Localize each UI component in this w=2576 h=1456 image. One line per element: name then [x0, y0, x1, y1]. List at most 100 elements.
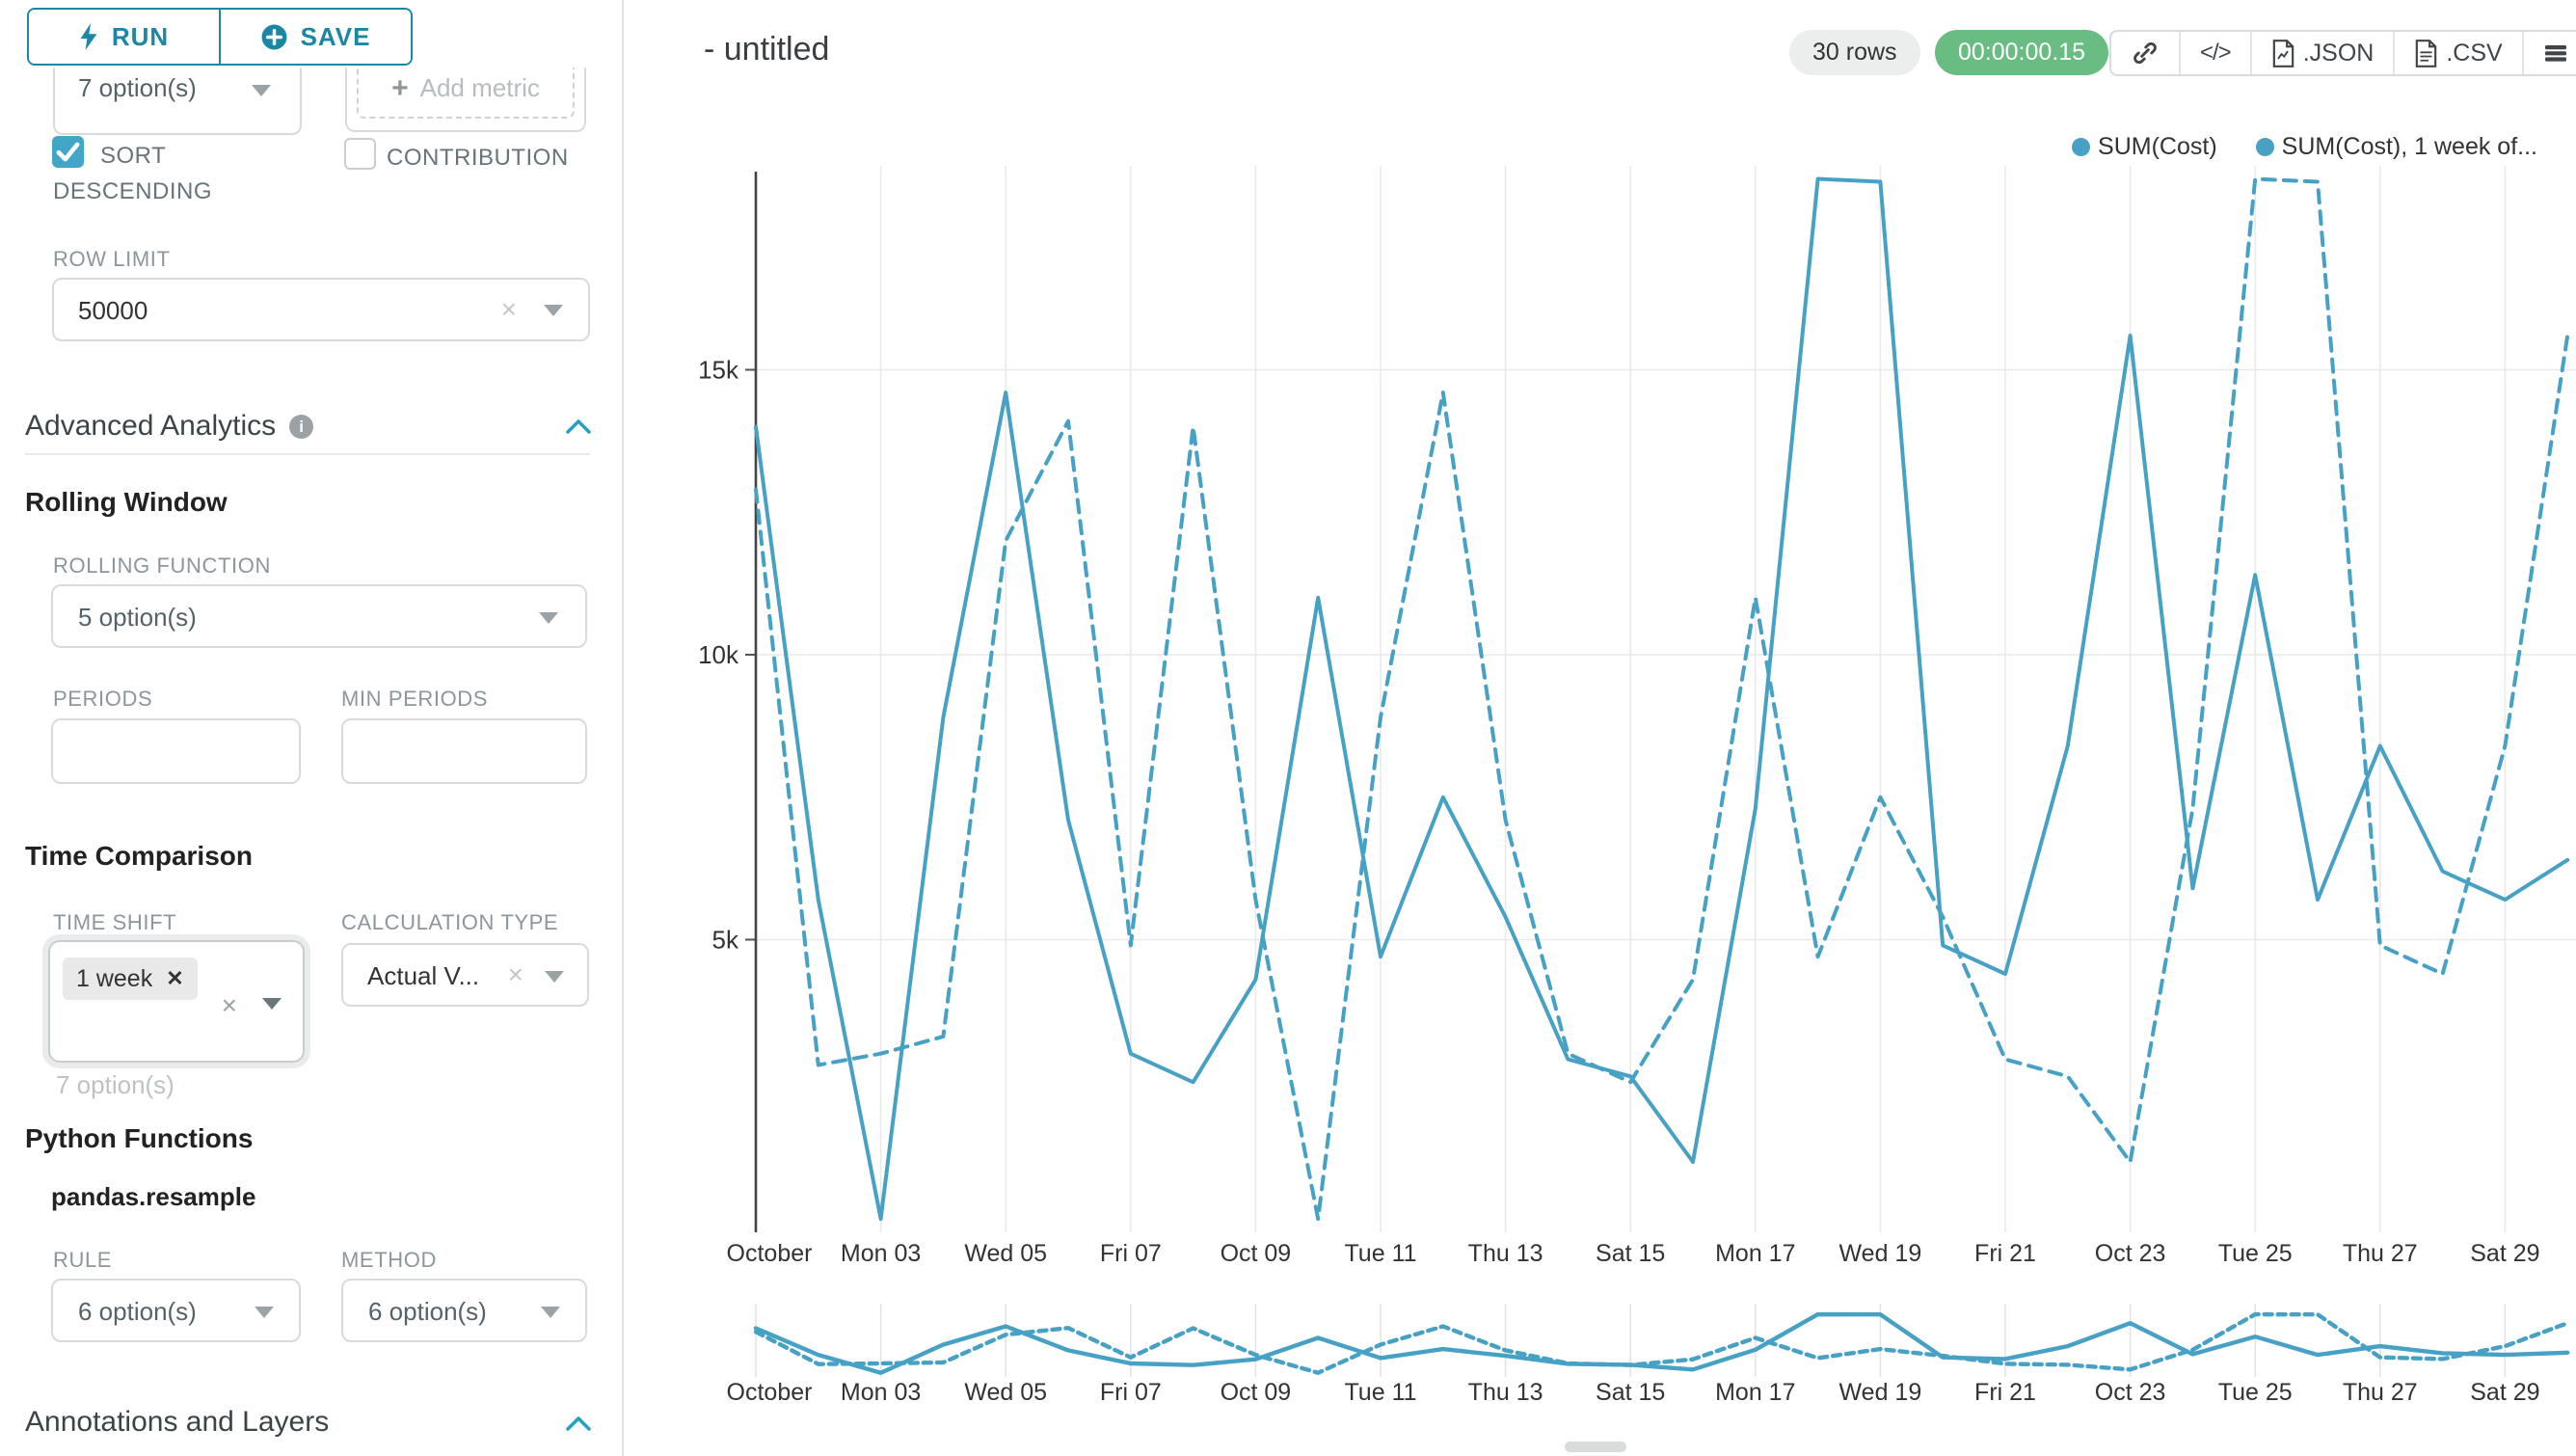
series-line-dashed[interactable]: [754, 176, 2570, 1222]
method-select[interactable]: 6 option(s): [341, 1279, 587, 1342]
legend-label: SUM(Cost), 1 week of...: [2281, 133, 2537, 160]
control-panel: 7 option(s) + Add metric RUN SAVE: [0, 0, 624, 1456]
x-tick-label: Mon 17: [1715, 1240, 1795, 1267]
chevron-down-icon: [255, 1307, 274, 1318]
query-timer-badge: 00:00:00.15: [1935, 30, 2109, 75]
x-tick-label: Oct 23: [2095, 1240, 2166, 1267]
y-tick-label: 10k: [698, 640, 739, 669]
series-line-solid[interactable]: [754, 176, 2570, 1222]
contribution-label: CONTRIBUTION: [387, 145, 569, 171]
x-tick-label-mini: Mon 17: [1715, 1379, 1795, 1406]
code-icon: </>: [2200, 40, 2232, 66]
run-button-label: RUN: [111, 21, 170, 51]
chart-legend: SUM(Cost) SUM(Cost), 1 week of...: [2072, 133, 2537, 161]
chevron-down-icon: [544, 305, 563, 316]
row-count-text: 30 rows: [1812, 39, 1897, 66]
export-toolbar: </> .JSON .CSV: [2109, 30, 2576, 76]
time-shift-tag: 1 week ✕: [63, 957, 198, 1000]
share-link-button[interactable]: [2111, 32, 2179, 74]
export-json-button[interactable]: .JSON: [2249, 32, 2394, 74]
rule-value: 6 option(s): [78, 1297, 197, 1326]
x-tick-label-mini: Tue 11: [1344, 1379, 1416, 1406]
y-tick-label: 15k: [698, 356, 739, 385]
x-tick-label-mini: Fri 07: [1100, 1379, 1162, 1406]
calculation-type-value: Actual V...: [367, 961, 480, 990]
rolling-function-value: 5 option(s): [78, 603, 197, 632]
x-tick-label-mini: Fri 21: [1974, 1379, 2036, 1406]
x-tick-label-mini: Tue 25: [2218, 1379, 2293, 1406]
query-timer-text: 00:00:00.15: [1958, 39, 2086, 66]
series-line-mini-dashed[interactable]: [753, 1311, 2570, 1375]
sort-label-line2: DESCENDING: [53, 178, 213, 204]
scrollbar-handle[interactable]: [1565, 1442, 1626, 1452]
chevron-down-icon: [541, 1307, 560, 1318]
run-button[interactable]: RUN: [29, 10, 219, 64]
x-tick-label: Tue 25: [2218, 1240, 2293, 1267]
sort-descending-checkbox[interactable]: [52, 136, 84, 168]
advanced-analytics-header[interactable]: Advanced Analytics i: [25, 410, 314, 443]
row-limit-select[interactable]: 50000 ×: [52, 278, 590, 341]
python-functions-title: Python Functions: [25, 1123, 254, 1153]
add-metric-button[interactable]: + Add metric: [357, 58, 575, 119]
lightning-icon: [80, 23, 97, 50]
x-tick-label: Thu 27: [2343, 1240, 2418, 1267]
chart-title[interactable]: - untitled: [704, 31, 830, 67]
method-value: 6 option(s): [368, 1297, 487, 1326]
rolling-function-select[interactable]: 5 option(s): [51, 584, 587, 648]
run-save-group: RUN SAVE: [27, 8, 413, 66]
row-count-badge: 30 rows: [1789, 30, 1920, 75]
x-tick-label: Sat 15: [1596, 1240, 1665, 1267]
time-shift-select[interactable]: 1 week ✕ ×: [48, 940, 305, 1063]
periods-input[interactable]: [51, 718, 301, 784]
time-shift-helper: 7 option(s): [56, 1070, 174, 1099]
clear-icon[interactable]: ×: [500, 294, 517, 324]
metric-control: + Add metric: [345, 39, 586, 132]
check-icon: [56, 142, 80, 162]
x-tick-label-mini: Wed 19: [1839, 1379, 1922, 1406]
timeseries-line-chart[interactable]: 5k 10k 15k October October Mon 03 Mon 03 Wed 05…: [624, 0, 2576, 1456]
chevron-down-icon: [539, 612, 558, 624]
time-comparison-title: Time Comparison: [25, 841, 253, 871]
row-limit-label: ROW LIMIT: [53, 247, 171, 271]
link-icon: [2133, 41, 2157, 65]
min-periods-label: MIN PERIODS: [341, 687, 489, 711]
rule-select[interactable]: 6 option(s): [51, 1279, 301, 1342]
calculation-type-select[interactable]: Actual V... ×: [341, 943, 589, 1007]
export-csv-button[interactable]: .CSV: [2393, 32, 2521, 74]
x-tick-label: Tue 11: [1344, 1240, 1416, 1267]
y-tick-label: 5k: [712, 926, 739, 955]
min-periods-input[interactable]: [341, 718, 587, 784]
x-tick-label: October: [727, 1240, 813, 1267]
info-icon: i: [289, 415, 314, 439]
x-tick-label: Oct 09: [1221, 1240, 1292, 1267]
x-tick-label: Mon 03: [841, 1240, 921, 1267]
clear-icon[interactable]: ×: [507, 959, 523, 989]
hamburger-menu-icon: [2544, 45, 2566, 62]
x-tick-label-mini: Thu 13: [1468, 1379, 1543, 1406]
view-query-button[interactable]: </>: [2179, 32, 2250, 74]
chevron-down-icon: [252, 85, 271, 96]
divider: [25, 453, 590, 455]
x-tick-label-mini: Sat 15: [1596, 1379, 1665, 1406]
clear-icon[interactable]: ×: [221, 990, 237, 1020]
add-metric-label: Add metric: [419, 73, 540, 102]
series-line-mini-solid[interactable]: [753, 1311, 2570, 1375]
x-tick-label-mini: Wed 05: [964, 1379, 1047, 1406]
legend-item-sum-cost-offset[interactable]: SUM(Cost), 1 week of...: [2255, 133, 2537, 161]
chevron-up-icon[interactable]: [565, 1416, 592, 1433]
legend-item-sum-cost[interactable]: SUM(Cost): [2072, 133, 2217, 161]
x-tick-label: Sat 29: [2470, 1240, 2539, 1267]
calculation-type-label: CALCULATION TYPE: [341, 910, 559, 934]
plus-circle-icon: [261, 24, 287, 49]
time-shift-tag-label: 1 week: [76, 964, 153, 992]
remove-tag-icon[interactable]: ✕: [166, 966, 184, 990]
chevron-up-icon[interactable]: [565, 418, 592, 436]
chart-menu-button[interactable]: [2521, 32, 2576, 74]
json-label: .JSON: [2302, 39, 2375, 67]
save-button[interactable]: SAVE: [219, 10, 411, 64]
chevron-down-icon: [545, 971, 564, 983]
advanced-analytics-title: Advanced Analytics: [25, 410, 277, 442]
contribution-checkbox[interactable]: [344, 138, 376, 170]
row-limit-value: 50000: [78, 296, 148, 325]
